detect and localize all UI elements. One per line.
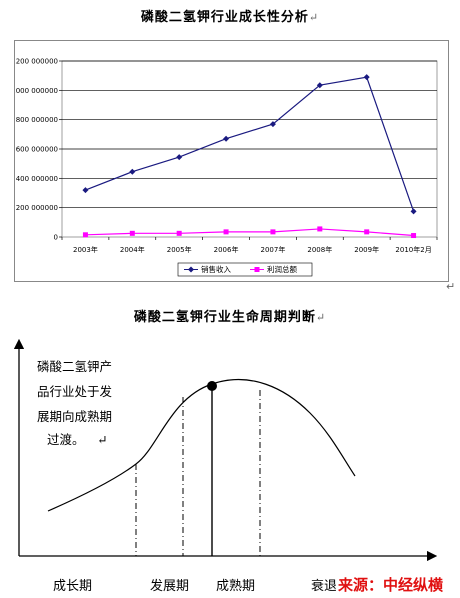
legend-marker	[188, 266, 194, 273]
x-tick-label: 2009年	[354, 245, 379, 254]
series-line-2	[85, 228, 414, 237]
data-point	[176, 154, 183, 161]
x-tick-label: 2005年	[167, 245, 192, 254]
current-position-marker	[207, 381, 217, 391]
y-tick-label: 400 000000	[16, 175, 58, 183]
source-label: 来源：中经纵横	[337, 576, 444, 594]
x-tick-label: 2006年	[214, 245, 239, 254]
chart2-title: 磷酸二氢钾行业生命周期判断↵	[133, 310, 327, 325]
y-tick-label: 1200 000000	[15, 58, 58, 66]
data-point	[82, 232, 88, 238]
data-point	[176, 230, 182, 236]
y-tick-label: 1000 000000	[15, 87, 58, 95]
data-point	[129, 230, 135, 236]
description-line: 品行业处于发	[37, 384, 113, 399]
data-point	[270, 229, 276, 235]
paragraph-mark: ↵	[446, 280, 456, 293]
y-tick-label: 200 000000	[16, 204, 58, 212]
y-tick-label: 600 000000	[16, 146, 58, 154]
life-cycle-curve	[47, 379, 356, 512]
data-point	[411, 233, 417, 239]
stage-label: 成熟期	[216, 578, 255, 594]
series-line-1	[85, 76, 415, 212]
stage-label: 成长期	[53, 579, 92, 594]
data-point	[82, 187, 89, 194]
y-tick-label: 0	[54, 234, 58, 242]
description-line: 磷酸二氢钾产	[37, 359, 112, 374]
x-tick-label: 2008年	[307, 245, 332, 254]
data-point	[410, 208, 417, 215]
x-tick-label: 2004年	[120, 245, 145, 254]
data-point	[364, 229, 370, 235]
legend-marker	[254, 267, 260, 272]
description-line: 展期向成熟期	[37, 409, 112, 424]
data-point	[316, 82, 323, 89]
stage-label: 发展期	[150, 578, 189, 594]
data-point	[363, 74, 370, 81]
y-tick-label: 800 000000	[16, 116, 58, 124]
growth-line-chart: 0 200 000000 400 000000 600 000000 800 00000…	[15, 58, 438, 277]
paragraph-mark: ↵	[97, 432, 107, 447]
data-point	[269, 121, 276, 128]
stage-label: 衰退期	[311, 578, 350, 594]
data-point	[129, 168, 136, 175]
legend-label: 利润总额	[267, 264, 297, 274]
chart1-title: 磷酸二氢钾行业成长性分析↵	[140, 10, 320, 25]
data-point	[317, 226, 323, 232]
data-point	[223, 229, 229, 235]
source-background	[336, 571, 458, 595]
x-tick-label: 2007年	[261, 245, 286, 254]
x-tick-label: 2003年	[73, 245, 98, 254]
description-line: 过渡。	[47, 432, 85, 447]
x-tick-label: 2010年2月	[395, 245, 431, 254]
legend-label: 销售收入	[201, 264, 231, 274]
growth-chart-frame: 0 200 000000 400 000000 600 000000 800 00000…	[14, 40, 449, 282]
legend-box	[177, 262, 313, 277]
legend: 销售收入 利润总额	[177, 262, 313, 277]
data-point	[223, 135, 230, 142]
